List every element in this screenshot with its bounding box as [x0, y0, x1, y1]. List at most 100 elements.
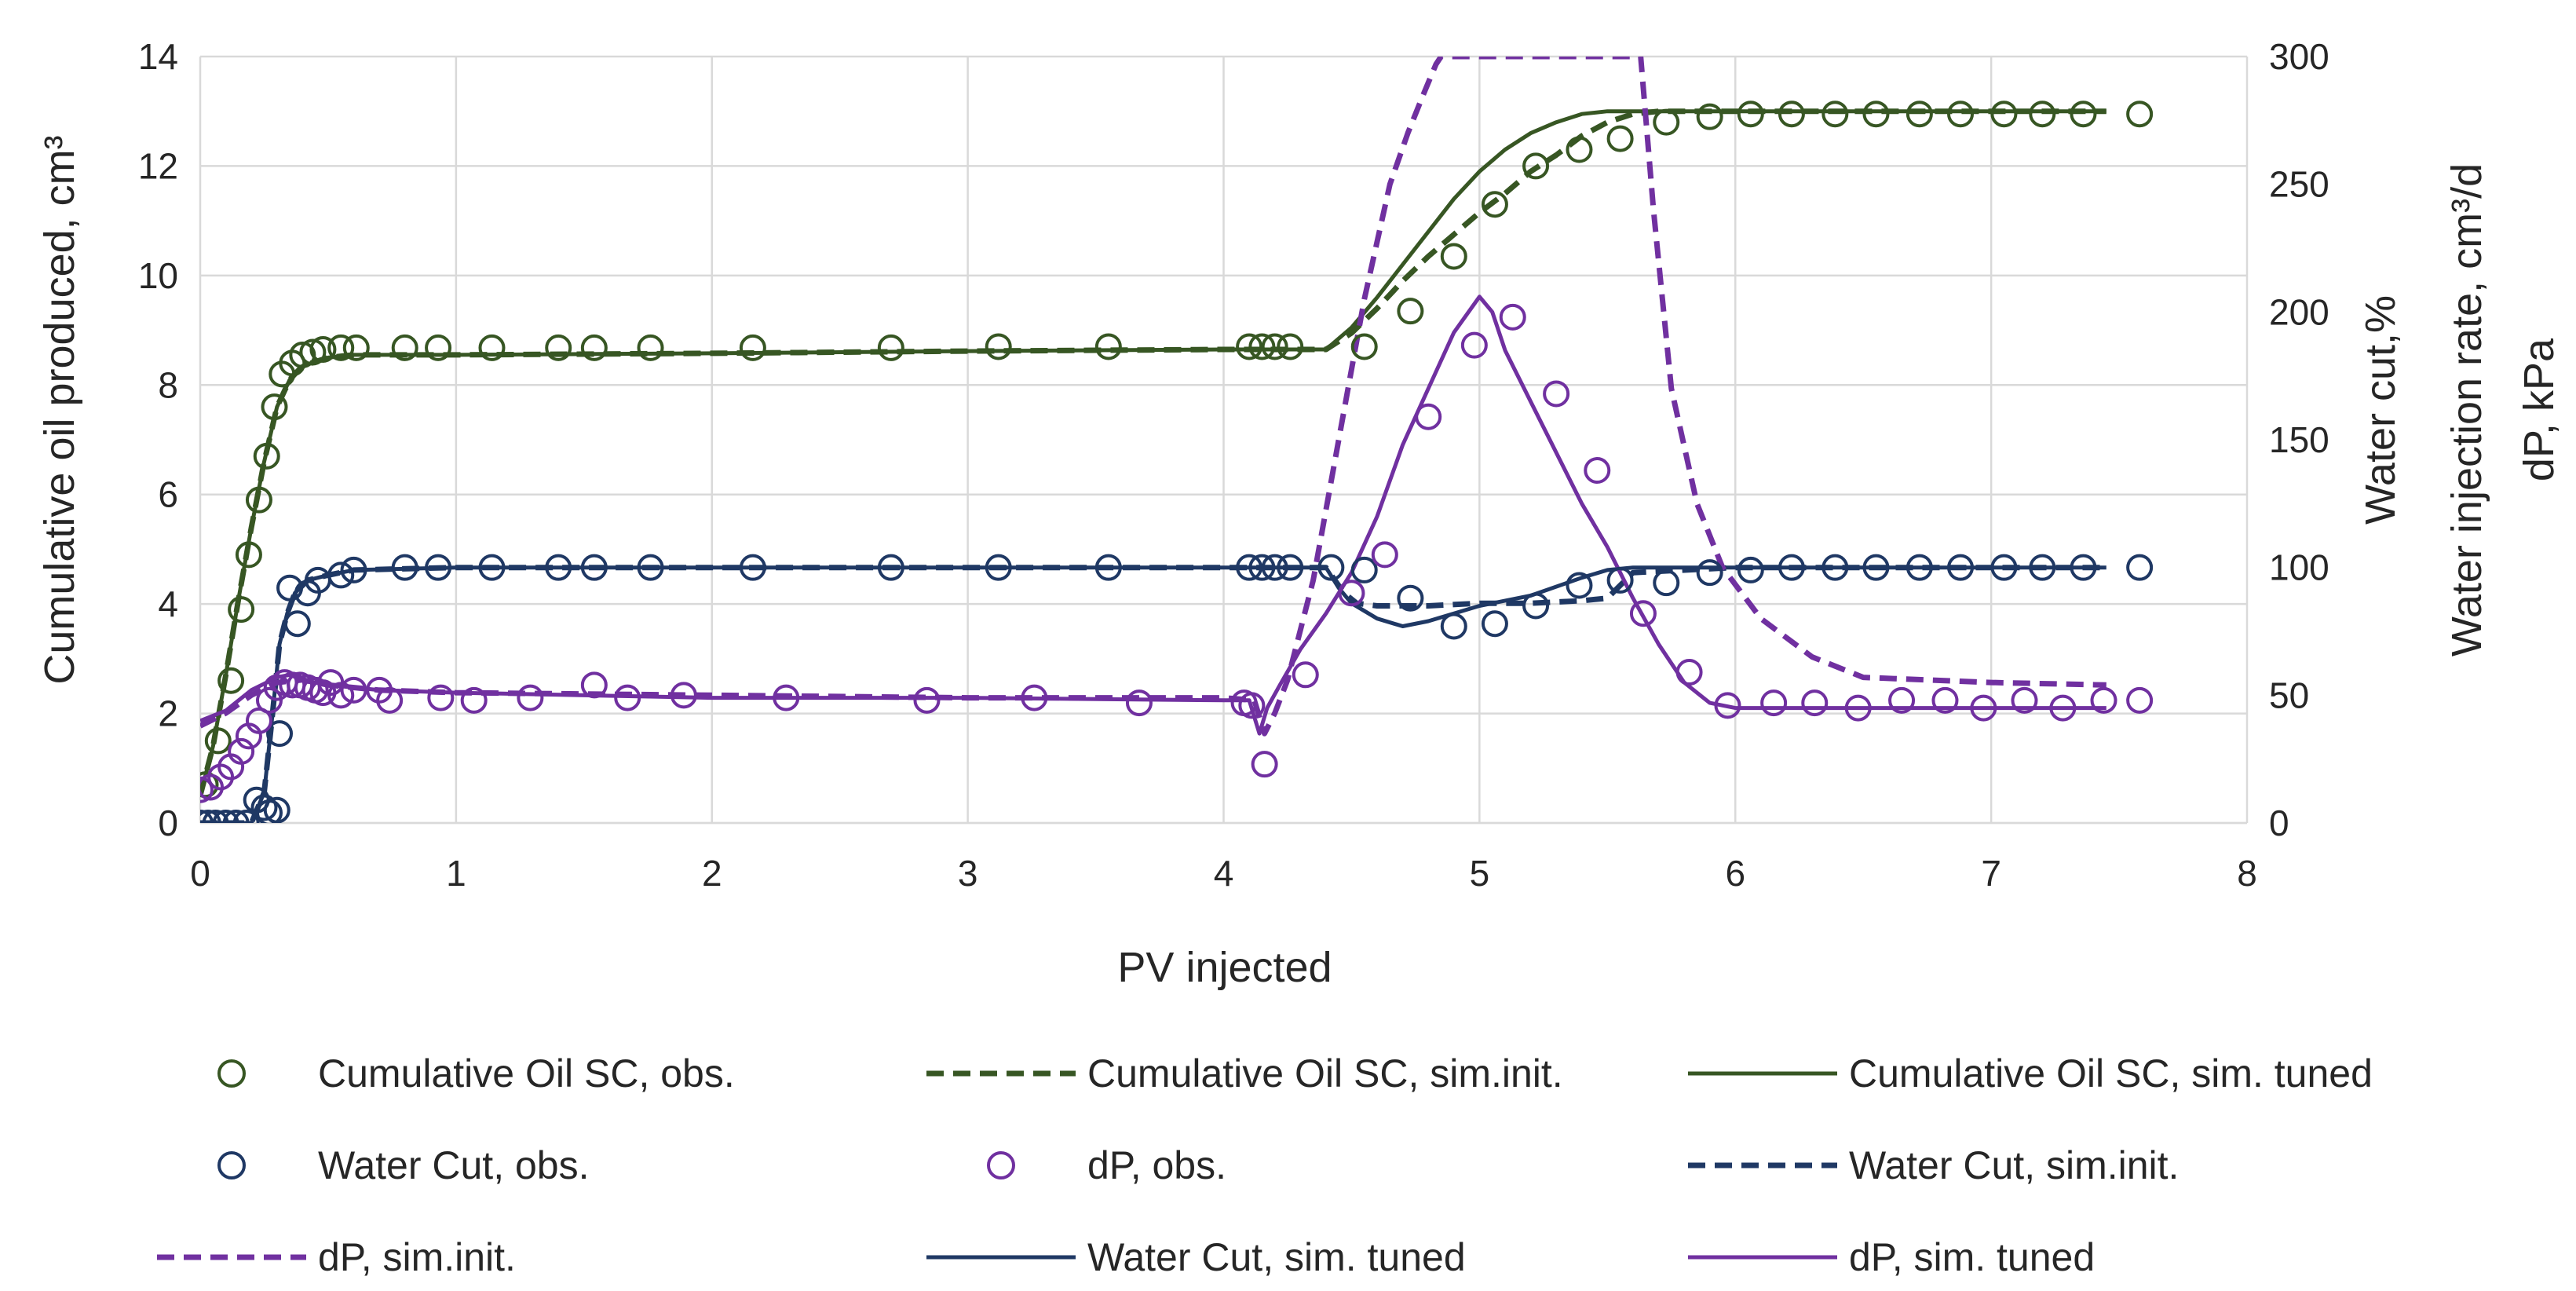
y-left-tick-label: 6: [158, 474, 178, 515]
legend-entry-dp-obs: dP, obs.: [987, 1143, 1226, 1187]
data-point-oil-obs: [1862, 101, 1890, 128]
data-point-wc-obs: [212, 810, 239, 823]
x-tick-label: 7: [1981, 853, 2001, 894]
legend-label: Water Cut, sim.init.: [1849, 1143, 2179, 1187]
data-point-dp-obs: [1714, 692, 1741, 719]
y-left-tick-label: 4: [158, 583, 178, 624]
data-point-oil-obs: [1606, 125, 1634, 152]
data-point-oil-obs: [1350, 333, 1378, 360]
data-point-wc-obs: [739, 554, 766, 581]
data-point-oil-obs: [253, 442, 280, 470]
y-left-tick-label: 0: [158, 803, 178, 843]
series-oil-obs: [200, 101, 2154, 799]
data-point-wc-obs: [1261, 554, 1288, 581]
data-point-dp-obs: [2126, 686, 2154, 714]
data-point-dp-obs: [1415, 403, 1442, 430]
data-point-wc-obs: [1862, 554, 1890, 581]
data-point-wc-obs: [1737, 556, 1764, 583]
data-point-dp-obs: [1543, 380, 1570, 408]
y-axis-left-title: Cumulative oil produced, cm³: [36, 135, 83, 684]
data-point-dp-obs: [327, 682, 355, 709]
legend: Cumulative Oil SC, obs. Cumulative Oil SC…: [157, 1051, 2373, 1279]
y-right-tick-label: 0: [2269, 803, 2289, 843]
data-point-dp-obs: [2049, 694, 2077, 722]
data-point-wc-obs: [1778, 554, 1805, 581]
data-point-wc-obs: [340, 556, 367, 583]
x-tick-label: 5: [1470, 853, 1490, 894]
data-point-wc-obs: [1481, 610, 1508, 638]
data-point-wc-obs: [545, 554, 572, 581]
data-point-dp-obs: [427, 684, 455, 711]
legend-marker-icon: [987, 1151, 1015, 1179]
series-dp-obs: [200, 303, 2154, 803]
data-point-oil-obs: [391, 334, 418, 361]
y-right-tick-label: 150: [2269, 419, 2329, 460]
data-point-wc-obs: [1236, 554, 1263, 581]
data-point-wc-obs: [1653, 569, 1680, 597]
data-point-dp-obs: [2011, 686, 2038, 714]
legend-entry-dp-init: dP, sim.init.: [157, 1235, 516, 1279]
data-point-wc-obs: [1990, 554, 2018, 581]
y-left-tick-label: 14: [138, 36, 178, 77]
data-point-dp-obs: [376, 686, 404, 714]
series-oil-tuned: [200, 109, 2106, 796]
data-point-oil-obs: [235, 541, 262, 569]
data-point-wc-obs: [1821, 554, 1849, 581]
data-point-oil-obs: [204, 727, 232, 755]
data-point-wc-obs: [2070, 554, 2097, 581]
data-point-wc-obs: [1522, 592, 1550, 620]
y-left-tick-label: 10: [138, 255, 178, 296]
data-point-wc-obs: [283, 610, 311, 638]
y-left-tick-label: 12: [138, 145, 178, 186]
legend-label: dP, obs.: [1087, 1143, 1226, 1187]
data-point-dp-obs: [773, 684, 800, 711]
data-point-wc-obs: [1350, 556, 1378, 583]
series-wc-obs: [200, 554, 2154, 823]
data-point-oil-obs: [545, 334, 572, 361]
data-point-oil-obs: [580, 334, 608, 361]
x-tick-label: 1: [446, 853, 466, 894]
data-point-wc-obs: [1696, 559, 1723, 587]
y-axis-right-title-water-cut: Water cut,%: [2357, 295, 2404, 525]
data-point-wc-obs: [202, 810, 229, 823]
data-point-oil-obs: [228, 596, 255, 624]
data-point-dp-obs: [614, 684, 641, 711]
series-dp-init: [200, 57, 2106, 737]
data-point-oil-obs: [1906, 101, 1933, 128]
data-point-dp-obs: [580, 671, 608, 699]
data-point-wc-obs: [1947, 554, 1975, 581]
data-point-wc-obs: [1094, 554, 1122, 581]
data-point-wc-obs: [276, 574, 304, 602]
data-point-wc-obs: [1317, 554, 1345, 581]
data-point-dp-obs: [255, 686, 283, 714]
data-point-wc-obs: [1906, 554, 1933, 581]
data-point-wc-obs: [1248, 554, 1276, 581]
y-right-tick-label: 50: [2269, 675, 2309, 715]
data-point-oil-obs: [1094, 333, 1122, 360]
legend-marker-icon: [217, 1059, 246, 1088]
data-point-oil-obs: [1821, 101, 1849, 128]
data-point-dp-obs: [1251, 751, 1278, 778]
data-point-wc-obs: [637, 554, 664, 581]
data-point-dp-obs: [913, 686, 941, 714]
data-point-dp-obs: [200, 776, 214, 803]
data-point-dp-obs: [460, 686, 488, 714]
data-point-oil-obs: [1566, 136, 1593, 163]
data-point-oil-obs: [425, 334, 452, 361]
legend-entry-dp-tuned: dP, sim. tuned: [1688, 1235, 2095, 1279]
data-point-wc-obs: [478, 554, 506, 581]
series-dp-tuned: [200, 294, 2106, 736]
y-right-tick-label: 100: [2269, 547, 2329, 588]
data-point-dp-obs: [1801, 689, 1829, 717]
data-point-oil-obs: [877, 334, 904, 361]
y-right-tick-label: 250: [2269, 164, 2329, 205]
data-point-wc-obs: [232, 810, 260, 823]
data-point-dp-obs: [1888, 686, 1916, 714]
legend-entry-oil-init: Cumulative Oil SC, sim.init.: [926, 1051, 1563, 1095]
legend-label: Cumulative Oil SC, sim. tuned: [1849, 1051, 2373, 1095]
data-point-oil-obs: [342, 334, 370, 361]
legend-label: Water Cut, sim. tuned: [1087, 1235, 1466, 1279]
data-point-wc-obs: [222, 810, 250, 823]
data-point-oil-obs: [1737, 101, 1764, 128]
series-line-dp-init: [200, 57, 2106, 737]
